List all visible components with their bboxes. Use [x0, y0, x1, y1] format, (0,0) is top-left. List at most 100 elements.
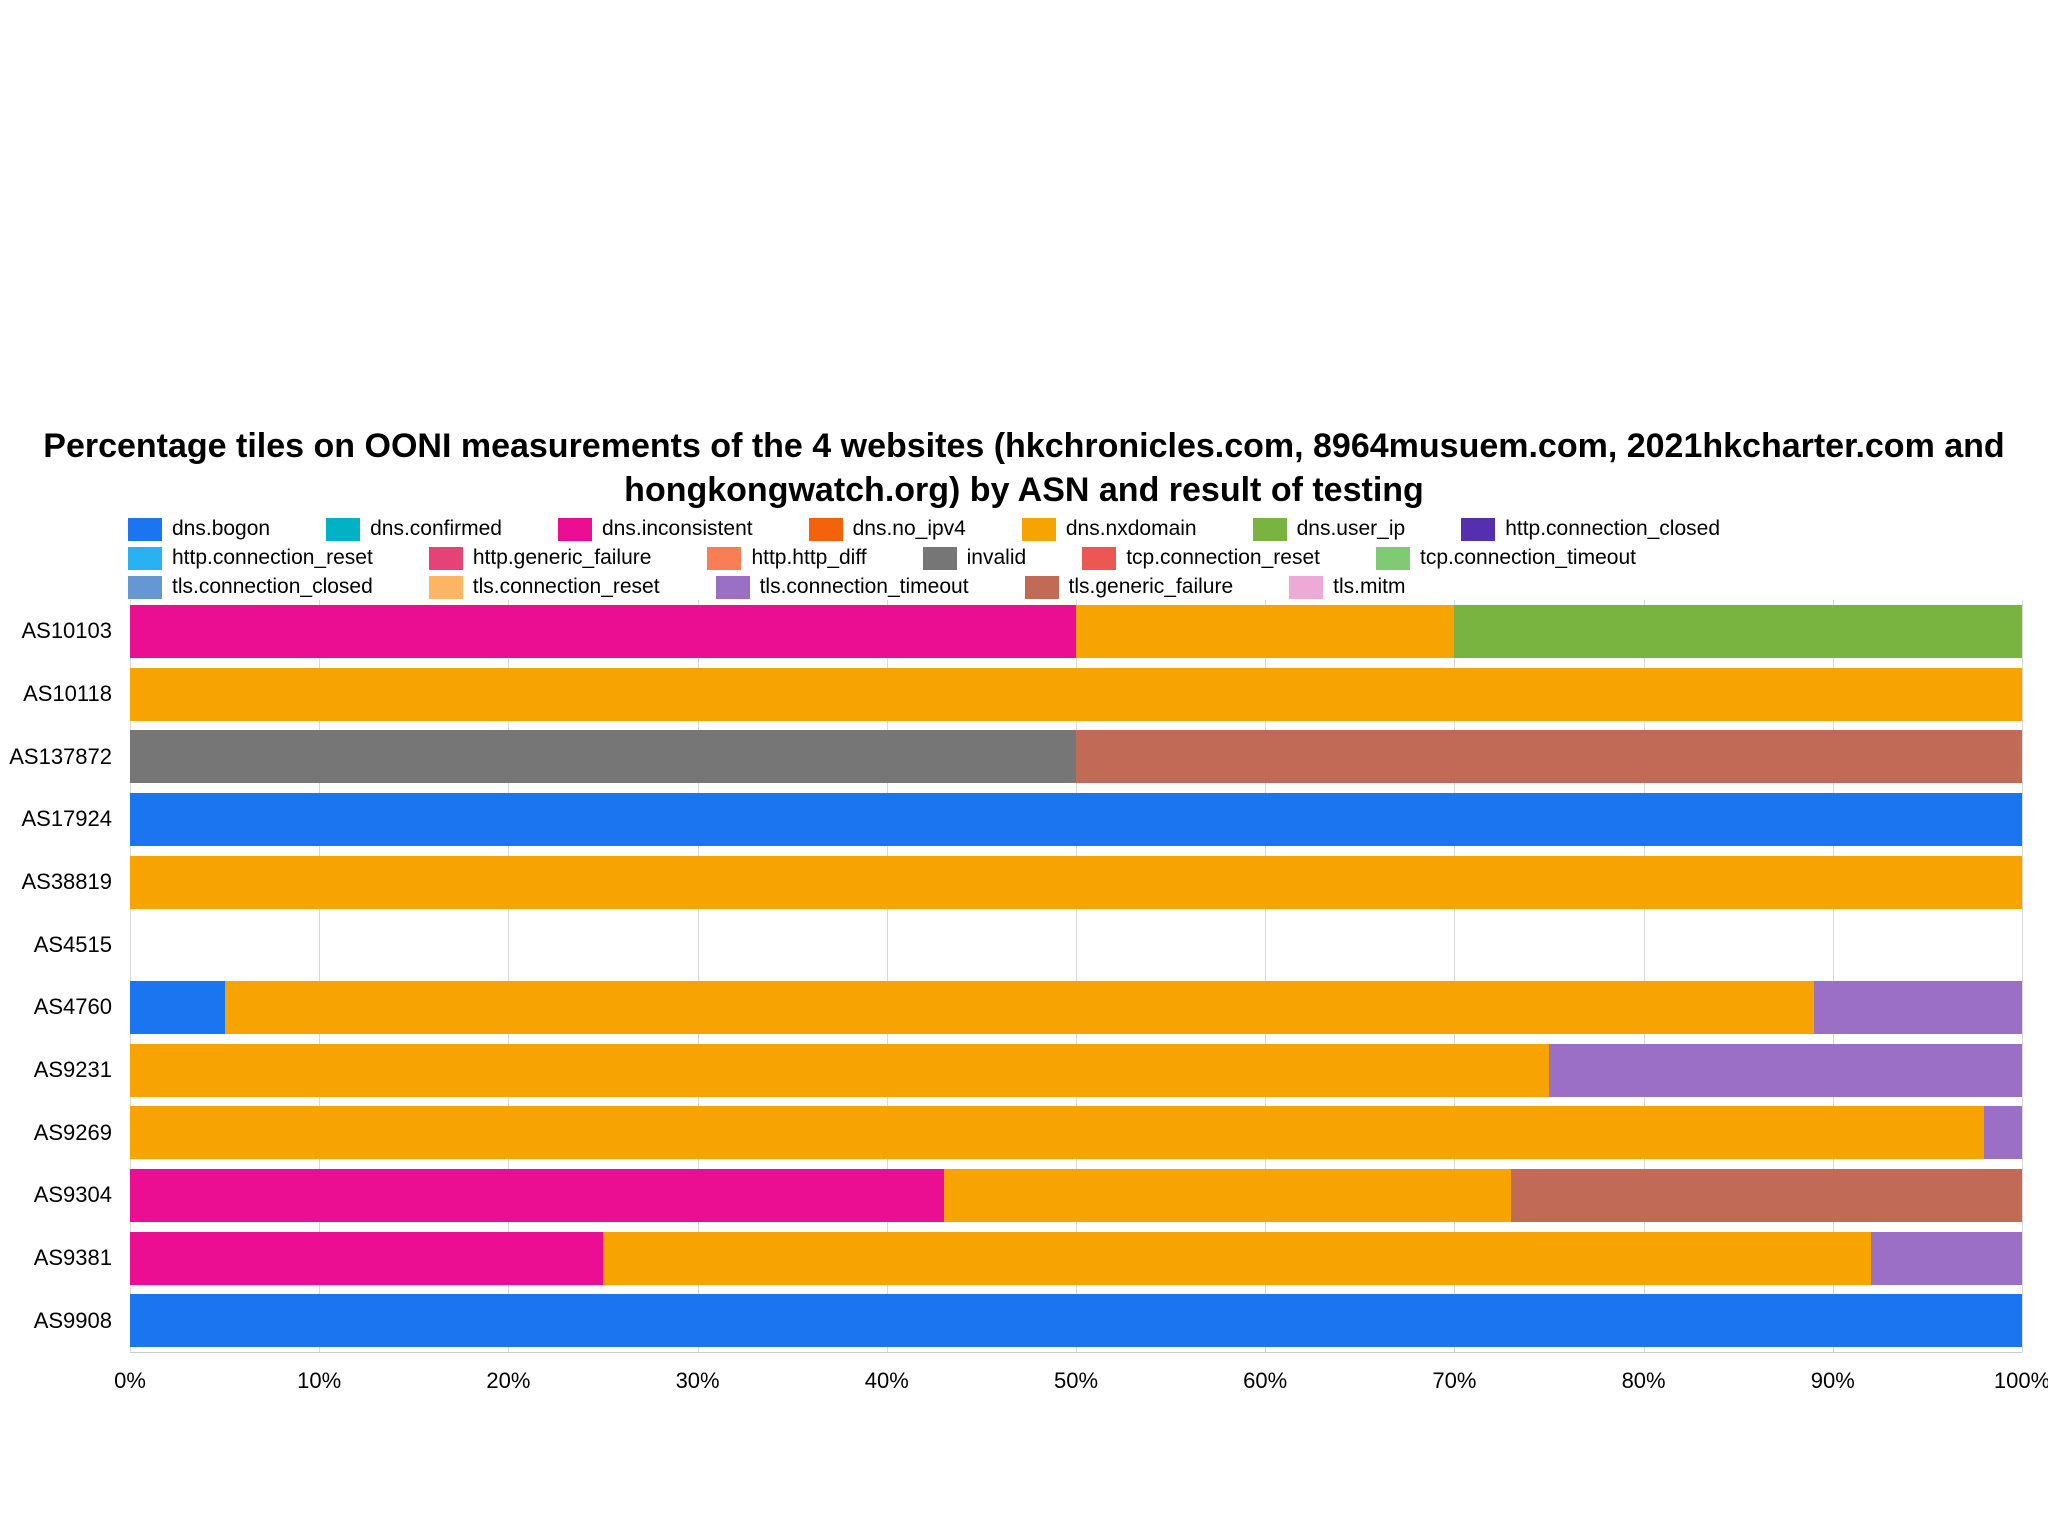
bar-segment-invalid — [130, 730, 1076, 784]
bar-segment-dns.nxdomain — [130, 855, 2022, 909]
bar-track — [130, 730, 2022, 784]
bar-row — [130, 851, 2022, 914]
legend-swatch — [1082, 546, 1117, 570]
gridline — [2022, 600, 2023, 1352]
legend-swatch — [128, 546, 162, 570]
legend-label: dns.bogon — [172, 517, 271, 540]
x-tick-label: 0% — [114, 1368, 146, 1393]
legend-row: tls.connection_closed tls.connection_rese… — [128, 575, 1720, 599]
legend-label: dns.user_ip — [1296, 517, 1406, 540]
y-tick-label: AS10103 — [21, 618, 112, 644]
legend-swatch — [128, 517, 162, 541]
bar-row — [130, 788, 2022, 851]
y-tick-label: AS9908 — [33, 1307, 112, 1333]
bar-track — [130, 980, 2022, 1034]
legend-swatch — [1021, 517, 1056, 541]
legend-label: tls.mitm — [1333, 575, 1406, 598]
bar-track — [130, 1043, 2022, 1097]
bar-track — [130, 1231, 2022, 1285]
bar-row — [130, 976, 2022, 1039]
legend-swatch — [128, 575, 162, 599]
legend-label: tcp.connection_timeout — [1419, 546, 1636, 569]
bar-track — [130, 918, 2022, 971]
bar-segment-dns.nxdomain — [224, 980, 1814, 1034]
legend-swatch — [428, 546, 463, 570]
bar-segment-dns.nxdomain — [1076, 604, 1455, 658]
legend-swatch — [1252, 517, 1287, 541]
y-tick-label: AS9231 — [33, 1057, 112, 1083]
legend-item: tcp.connection_timeout — [1375, 546, 1636, 570]
legend-item: dns.bogon — [128, 517, 270, 541]
legend-label: tls.generic_failure — [1068, 575, 1234, 598]
y-tick-label: AS38819 — [21, 869, 112, 895]
bar-row — [130, 1039, 2022, 1102]
y-tick-label: AS10118 — [23, 681, 112, 706]
bar-segment-dns.nxdomain — [130, 667, 2022, 721]
y-tick-label: AS17924 — [21, 806, 112, 832]
gridline — [1454, 600, 1456, 1352]
legend-swatch — [715, 575, 750, 599]
legend-swatch — [428, 575, 463, 599]
legend-label: http.generic_failure — [472, 546, 652, 569]
bar-track — [130, 855, 2022, 909]
bar-segment-dns.inconsistent — [130, 1168, 944, 1222]
gridline — [1832, 600, 1834, 1352]
bar-segment-dns.nxdomain — [943, 1168, 1512, 1222]
legend-label: http.connection_reset — [172, 546, 373, 569]
bar-row — [130, 1164, 2022, 1227]
chart-legend: dns.bogon dns.confirmed dns.inconsistent dn… — [128, 517, 1720, 599]
legend-swatch — [326, 517, 361, 541]
gridline — [697, 600, 699, 1352]
legend-item: tcp.connection_reset — [1082, 546, 1320, 570]
gridline — [130, 600, 131, 1352]
bar-segment-tls.generic_failure — [1511, 1168, 2022, 1222]
legend-swatch — [1289, 575, 1324, 599]
bar-segment-tls.connection_timeout — [1870, 1231, 2022, 1285]
legend-swatch — [1375, 546, 1410, 570]
x-tick-label: 90% — [1810, 1368, 1855, 1393]
legend-label: tls.connection_closed — [172, 575, 373, 598]
legend-item: tls.connection_closed — [128, 575, 373, 599]
y-tick-label: AS9304 — [33, 1182, 112, 1208]
x-tick-label: 20% — [486, 1368, 531, 1393]
gridline — [319, 600, 321, 1352]
gridline — [1643, 600, 1645, 1352]
bar-row — [130, 1227, 2022, 1290]
bar-segment-tls.connection_timeout — [1984, 1106, 2022, 1160]
y-tick-label: AS137872 — [9, 743, 112, 769]
legend-item: http.connection_reset — [128, 546, 373, 570]
legend-label: dns.inconsistent — [602, 517, 753, 540]
legend-item: tls.generic_failure — [1024, 575, 1234, 599]
x-tick-label: 70% — [1432, 1368, 1477, 1393]
bar-row — [130, 725, 2022, 788]
legend-item: http.generic_failure — [428, 546, 652, 570]
legend-label: tcp.connection_reset — [1126, 546, 1320, 569]
x-tick-label: 30% — [675, 1368, 720, 1393]
bar-row — [130, 913, 2022, 976]
bar-row — [130, 663, 2022, 726]
bar-track — [130, 792, 2022, 846]
legend-label: http.connection_closed — [1505, 517, 1721, 540]
bar-row — [130, 600, 2022, 663]
y-tick-label: AS9381 — [33, 1245, 112, 1271]
legend-swatch — [922, 546, 957, 570]
bar-segment-tls.connection_timeout — [1813, 980, 2022, 1034]
legend-label: dns.nxdomain — [1065, 517, 1197, 540]
bar-track — [130, 667, 2022, 721]
legend-swatch — [1461, 517, 1496, 541]
legend-item: dns.nxdomain — [1021, 517, 1197, 541]
chart-title-line1: Percentage tiles on OONI measurements of… — [43, 427, 2005, 465]
bar-segment-dns.nxdomain — [603, 1231, 1871, 1285]
legend-swatch — [808, 517, 843, 541]
gridline — [508, 600, 510, 1352]
bar-row — [130, 1289, 2022, 1352]
bar-segment-dns.nxdomain — [130, 1106, 1985, 1160]
legend-item: tls.connection_reset — [428, 575, 660, 599]
bar-segment-dns.bogon — [130, 1294, 2022, 1348]
bar-track — [130, 1168, 2022, 1222]
y-axis-labels: AS10103 AS10118 AS137872 AS17924 AS38819 AS45… — [0, 600, 112, 1352]
gridline — [1265, 600, 1267, 1352]
bar-segment-dns.inconsistent — [130, 604, 1076, 658]
legend-row: dns.bogon dns.confirmed dns.inconsistent dn… — [128, 517, 1720, 541]
bar-track — [130, 1106, 2022, 1160]
